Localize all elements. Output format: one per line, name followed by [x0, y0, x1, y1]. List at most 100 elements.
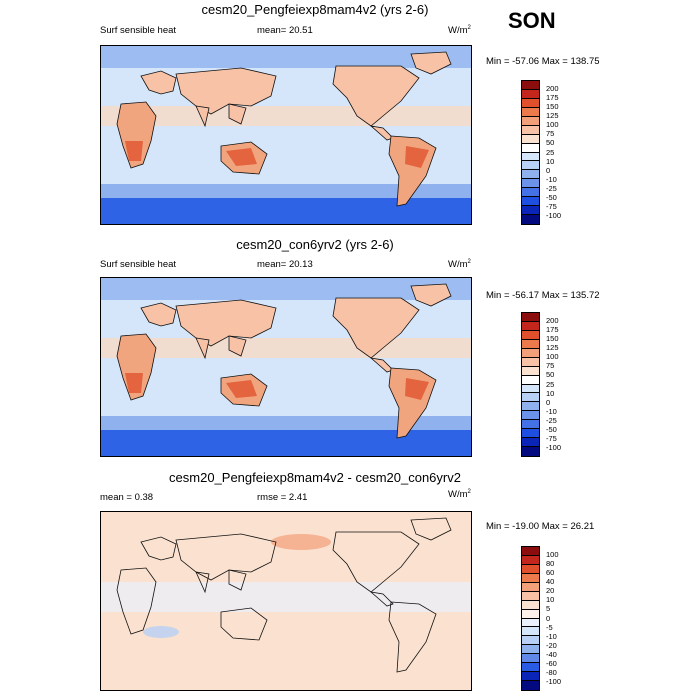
- colorbar-swatch: [522, 663, 539, 673]
- panel-1-title: cesm20_Pengfeiexp8mam4v2 (yrs 2-6): [201, 2, 429, 17]
- panel-1-map: [100, 45, 472, 225]
- land-india: [195, 105, 210, 128]
- colorbar-tick-label: 40: [546, 577, 555, 587]
- colorbar-tick-label: 10: [546, 388, 555, 398]
- colorbar-tick-label: -50: [546, 424, 557, 434]
- colorbar-swatch: [522, 582, 539, 592]
- colorbar-tick-label: 100: [546, 352, 559, 362]
- southern-band: [101, 184, 471, 198]
- land-europe: [140, 70, 177, 95]
- land-asia: [175, 299, 277, 347]
- colorbar-swatch: [522, 116, 539, 126]
- colorbar-tick-label: -40: [546, 649, 557, 659]
- colorbar-tick-label: -80: [546, 667, 557, 677]
- colorbar-tick-label: 60: [546, 568, 555, 578]
- colorbar-tick-label: 5: [546, 604, 551, 614]
- panel-3-title: cesm20_Pengfeiexp8mam4v2 - cesm20_con6yr…: [169, 470, 461, 485]
- panel-3-rmse-label: rmse = 2.41: [257, 492, 308, 503]
- colorbar-swatch: [522, 573, 539, 583]
- panel-2-colorbar: [521, 312, 540, 457]
- antarctic-band: [101, 430, 471, 456]
- colorbar-swatch: [522, 188, 539, 198]
- land-asia: [175, 533, 277, 581]
- colorbar-swatch: [522, 143, 539, 153]
- land-camer: [369, 591, 394, 607]
- colorbar-tick-label: -5: [546, 622, 553, 632]
- colorbar-tick-label: 25: [546, 379, 555, 389]
- land-samer: [388, 601, 437, 673]
- colorbar-swatch: [522, 636, 539, 646]
- colorbar-swatch: [522, 161, 539, 171]
- panel-2-units: W/m2: [448, 259, 471, 271]
- colorbar-swatch: [522, 330, 539, 340]
- colorbar-tick-label: 150: [546, 334, 559, 344]
- hotspot-africa: [125, 141, 143, 161]
- season-label: SON: [508, 8, 556, 33]
- colorbar-tick-label: 0: [546, 613, 551, 623]
- colorbar-swatch: [522, 197, 539, 207]
- colorbar-swatch: [522, 447, 539, 456]
- panel-2-variable-label: Surf sensible heat: [100, 259, 177, 270]
- hotspot-samerica: [405, 378, 429, 400]
- colorbar-tick-label: -20: [546, 640, 557, 650]
- colorbar-swatch: [522, 438, 539, 448]
- colorbar-swatch: [522, 645, 539, 655]
- land-namer: [332, 297, 420, 359]
- land-india: [195, 571, 210, 594]
- diff-tropic-band: [101, 582, 471, 612]
- panel-2-minmax: Min = -56.17 Max = 135.72: [486, 290, 600, 301]
- colorbar-tick-label: 0: [546, 397, 551, 407]
- panel-3-minmax: Min = -19.00 Max = 26.21: [486, 521, 595, 532]
- colorbar-swatch: [522, 384, 539, 394]
- colorbar-swatch: [522, 107, 539, 117]
- colorbar-swatch: [522, 627, 539, 637]
- colorbar-tick-label: -10: [546, 406, 557, 416]
- colorbar-tick-label: 10: [546, 156, 555, 166]
- colorbar-swatch: [522, 547, 539, 556]
- hotspot-samerica: [405, 146, 429, 168]
- land-africa: [116, 567, 157, 635]
- colorbar-tick-label: -75: [546, 201, 557, 211]
- colorbar-swatch: [522, 402, 539, 412]
- map-field: [101, 278, 471, 456]
- panel-2-map: [100, 277, 472, 457]
- hotspot-australia: [226, 380, 257, 398]
- land-europe: [140, 302, 177, 327]
- colorbar-tick-label: -75: [546, 433, 557, 443]
- colorbar-swatch: [522, 134, 539, 144]
- hotspot-africa: [125, 373, 143, 393]
- panel-1-colorbar: [521, 80, 540, 225]
- panel-2-title: cesm20_con6yrv2 (yrs 2-6): [236, 237, 394, 252]
- colorbar-swatch: [522, 206, 539, 216]
- colorbar-swatch: [522, 420, 539, 430]
- colorbar-tick-label: 50: [546, 138, 555, 148]
- colorbar-swatch: [522, 618, 539, 628]
- colorbar-tick-label: -100: [546, 442, 562, 452]
- panel-3-colorbar: [521, 546, 540, 691]
- colorbar-tick-label: -25: [546, 183, 557, 193]
- colorbar-tick-label: -10: [546, 631, 557, 641]
- colorbar-swatch: [522, 600, 539, 610]
- colorbar-tick-label: 100: [546, 120, 559, 130]
- colorbar-tick-label: -100: [546, 210, 562, 220]
- panel-3-map: [100, 511, 472, 691]
- land-greenland: [410, 517, 452, 541]
- colorbar-tick-label: 125: [546, 343, 559, 353]
- land-namer: [332, 531, 420, 593]
- hotspot-australia: [226, 148, 257, 166]
- panel-2-mean-label: mean= 20.13: [257, 259, 313, 270]
- colorbar-tick-label: -50: [546, 192, 557, 202]
- colorbar-swatch: [522, 654, 539, 664]
- colorbar-swatch: [522, 125, 539, 135]
- colorbar-tick-label: -60: [546, 658, 557, 668]
- panel-1-mean-label: mean= 20.51: [257, 25, 313, 36]
- colorbar-swatch: [522, 375, 539, 385]
- colorbar-tick-label: 125: [546, 111, 559, 121]
- land-greenland: [410, 51, 452, 75]
- colorbar-tick-label: 75: [546, 129, 555, 139]
- arctic-band: [101, 278, 471, 300]
- colorbar-tick-label: 20: [546, 586, 555, 596]
- panel-1-variable-label: Surf sensible heat: [100, 25, 177, 36]
- colorbar-tick-label: -10: [546, 174, 557, 184]
- diff-warm-patch: [271, 534, 331, 550]
